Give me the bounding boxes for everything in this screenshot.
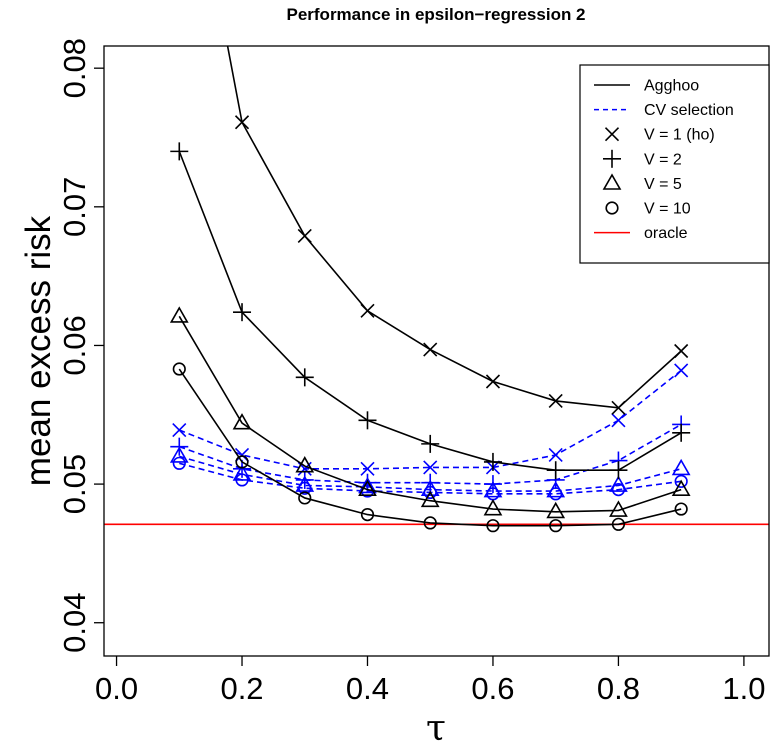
series-agghoo-v2 bbox=[170, 142, 691, 480]
data-point-agghoo-v1 bbox=[485, 374, 501, 389]
data-point-cv-v1 bbox=[548, 447, 563, 463]
data-point-cv-v10 bbox=[298, 481, 312, 495]
data-point-agghoo-v5 bbox=[609, 500, 628, 517]
data-point-agghoo-v10 bbox=[172, 362, 186, 376]
data-point-agghoo-v10 bbox=[611, 517, 626, 531]
data-point-cv-v10 bbox=[423, 485, 437, 500]
series-line-cv-v5 bbox=[179, 455, 682, 492]
data-point-agghoo-v10 bbox=[674, 502, 688, 516]
y-tick-label: 0.07 bbox=[57, 177, 92, 237]
y-tick-label: 0.05 bbox=[57, 454, 92, 514]
legend-label: CV selection bbox=[644, 102, 734, 119]
data-point-agghoo-v1 bbox=[423, 342, 438, 357]
legend: Agghoo CV selection V = 1 (ho) V = 2 V = 5 V … bbox=[579, 64, 770, 264]
data-point-agghoo-v5 bbox=[232, 413, 252, 430]
data-point-cv-v10 bbox=[235, 473, 249, 487]
series-agghoo-v1 bbox=[226, 46, 689, 415]
data-point-cv-v1 bbox=[423, 460, 438, 475]
data-point-agghoo-v1 bbox=[297, 228, 312, 243]
series-agghoo-v10 bbox=[172, 362, 688, 533]
legend-label: oracle bbox=[644, 225, 688, 242]
series-line-agghoo-v5 bbox=[178, 315, 682, 513]
x-tick-label: 0.0 bbox=[95, 671, 138, 706]
series-agghoo-v5 bbox=[169, 306, 691, 519]
data-point-agghoo-v10 bbox=[423, 516, 437, 530]
data-point-agghoo-v2 bbox=[295, 368, 314, 387]
data-point-cv-v10 bbox=[611, 483, 626, 497]
x-tick-label: 1.0 bbox=[722, 671, 765, 706]
x-axis-label: τ bbox=[426, 708, 446, 747]
y-axis-label: mean excess risk bbox=[19, 215, 58, 486]
x-tick-label: 0.8 bbox=[597, 671, 640, 706]
x-tick-label: 0.4 bbox=[346, 671, 389, 706]
data-point-agghoo-v5 bbox=[358, 479, 377, 497]
legend-marker bbox=[602, 173, 622, 190]
legend-item: CV selection bbox=[594, 102, 734, 119]
legend-marker bbox=[603, 149, 621, 168]
legend-label: V = 5 bbox=[644, 176, 682, 193]
data-point-agghoo-v10 bbox=[549, 519, 563, 533]
data-point-agghoo-v2 bbox=[483, 452, 502, 471]
data-point-agghoo-v1 bbox=[234, 115, 250, 130]
legend-item: oracle bbox=[594, 225, 688, 242]
data-point-cv-v10 bbox=[172, 456, 186, 470]
legend-label: V = 2 bbox=[644, 151, 682, 168]
data-point-agghoo-v1 bbox=[548, 393, 563, 408]
data-point-cv-v5 bbox=[358, 476, 377, 494]
legend-item: V = 1 (ho) bbox=[604, 127, 715, 144]
data-point-cv-v10 bbox=[549, 487, 563, 501]
legend-marker bbox=[604, 127, 620, 142]
data-point-agghoo-v5 bbox=[546, 501, 566, 519]
legend-item: V = 10 bbox=[605, 201, 691, 218]
data-point-cv-v5 bbox=[671, 458, 691, 476]
legend-marker bbox=[605, 201, 619, 215]
series-cv-v1 bbox=[172, 363, 689, 476]
legend-item: Agghoo bbox=[594, 78, 699, 95]
data-point-agghoo-v5 bbox=[483, 499, 503, 516]
legend-label: V = 10 bbox=[644, 201, 691, 218]
data-point-agghoo-v1 bbox=[611, 400, 626, 415]
data-point-cv-v2 bbox=[295, 470, 314, 489]
data-point-cv-v1 bbox=[360, 461, 375, 476]
plot-frame bbox=[103, 45, 770, 657]
legend-label: Agghoo bbox=[644, 78, 699, 95]
data-point-agghoo-v2 bbox=[546, 461, 565, 480]
legend-label: V = 1 (ho) bbox=[644, 127, 715, 144]
data-point-agghoo-v2 bbox=[233, 303, 252, 322]
data-point-cv-v5 bbox=[169, 446, 189, 463]
y-tick-label: 0.08 bbox=[57, 38, 92, 98]
y-tick-label: 0.06 bbox=[57, 315, 92, 375]
data-point-agghoo-v2 bbox=[421, 434, 440, 453]
x-tick-label: 0.2 bbox=[220, 671, 263, 706]
chart-title: Performance in epsilon−regression 2 bbox=[286, 5, 585, 24]
data-point-agghoo-v2 bbox=[358, 411, 377, 430]
data-point-cv-v10 bbox=[674, 474, 688, 488]
data-point-cv-v1 bbox=[674, 363, 689, 378]
data-point-agghoo-v2 bbox=[609, 461, 628, 480]
y-tick-label: 0.04 bbox=[57, 593, 92, 653]
data-point-agghoo-v5 bbox=[295, 456, 315, 473]
series-line-agghoo-v10 bbox=[178, 368, 682, 527]
data-point-agghoo-v5 bbox=[420, 490, 440, 508]
x-tick-label: 0.6 bbox=[471, 671, 514, 706]
data-point-agghoo-v1 bbox=[674, 343, 689, 359]
data-point-agghoo-v5 bbox=[169, 306, 189, 323]
legend-item: V = 2 bbox=[603, 149, 682, 168]
series-line-cv-v1 bbox=[178, 369, 682, 470]
data-point-agghoo-v10 bbox=[360, 507, 375, 522]
data-point-cv-v1 bbox=[611, 413, 626, 428]
data-point-agghoo-v10 bbox=[235, 455, 249, 469]
data-point-cv-v5 bbox=[609, 475, 628, 492]
legend-item: V = 5 bbox=[602, 173, 682, 193]
plot-area bbox=[104, 46, 769, 533]
data-point-agghoo-v5 bbox=[671, 479, 691, 497]
data-point-cv-v1 bbox=[172, 422, 187, 438]
data-point-agghoo-v1 bbox=[360, 303, 375, 318]
axes: 0.0 0.2 0.4 0.6 0.8 1.0 0.04 0.05 0.06 0.07 0.08 bbox=[57, 38, 765, 706]
data-point-agghoo-v10 bbox=[298, 491, 312, 505]
data-point-agghoo-v10 bbox=[486, 519, 500, 533]
data-point-agghoo-v2 bbox=[672, 423, 691, 442]
data-point-agghoo-v2 bbox=[170, 142, 189, 161]
